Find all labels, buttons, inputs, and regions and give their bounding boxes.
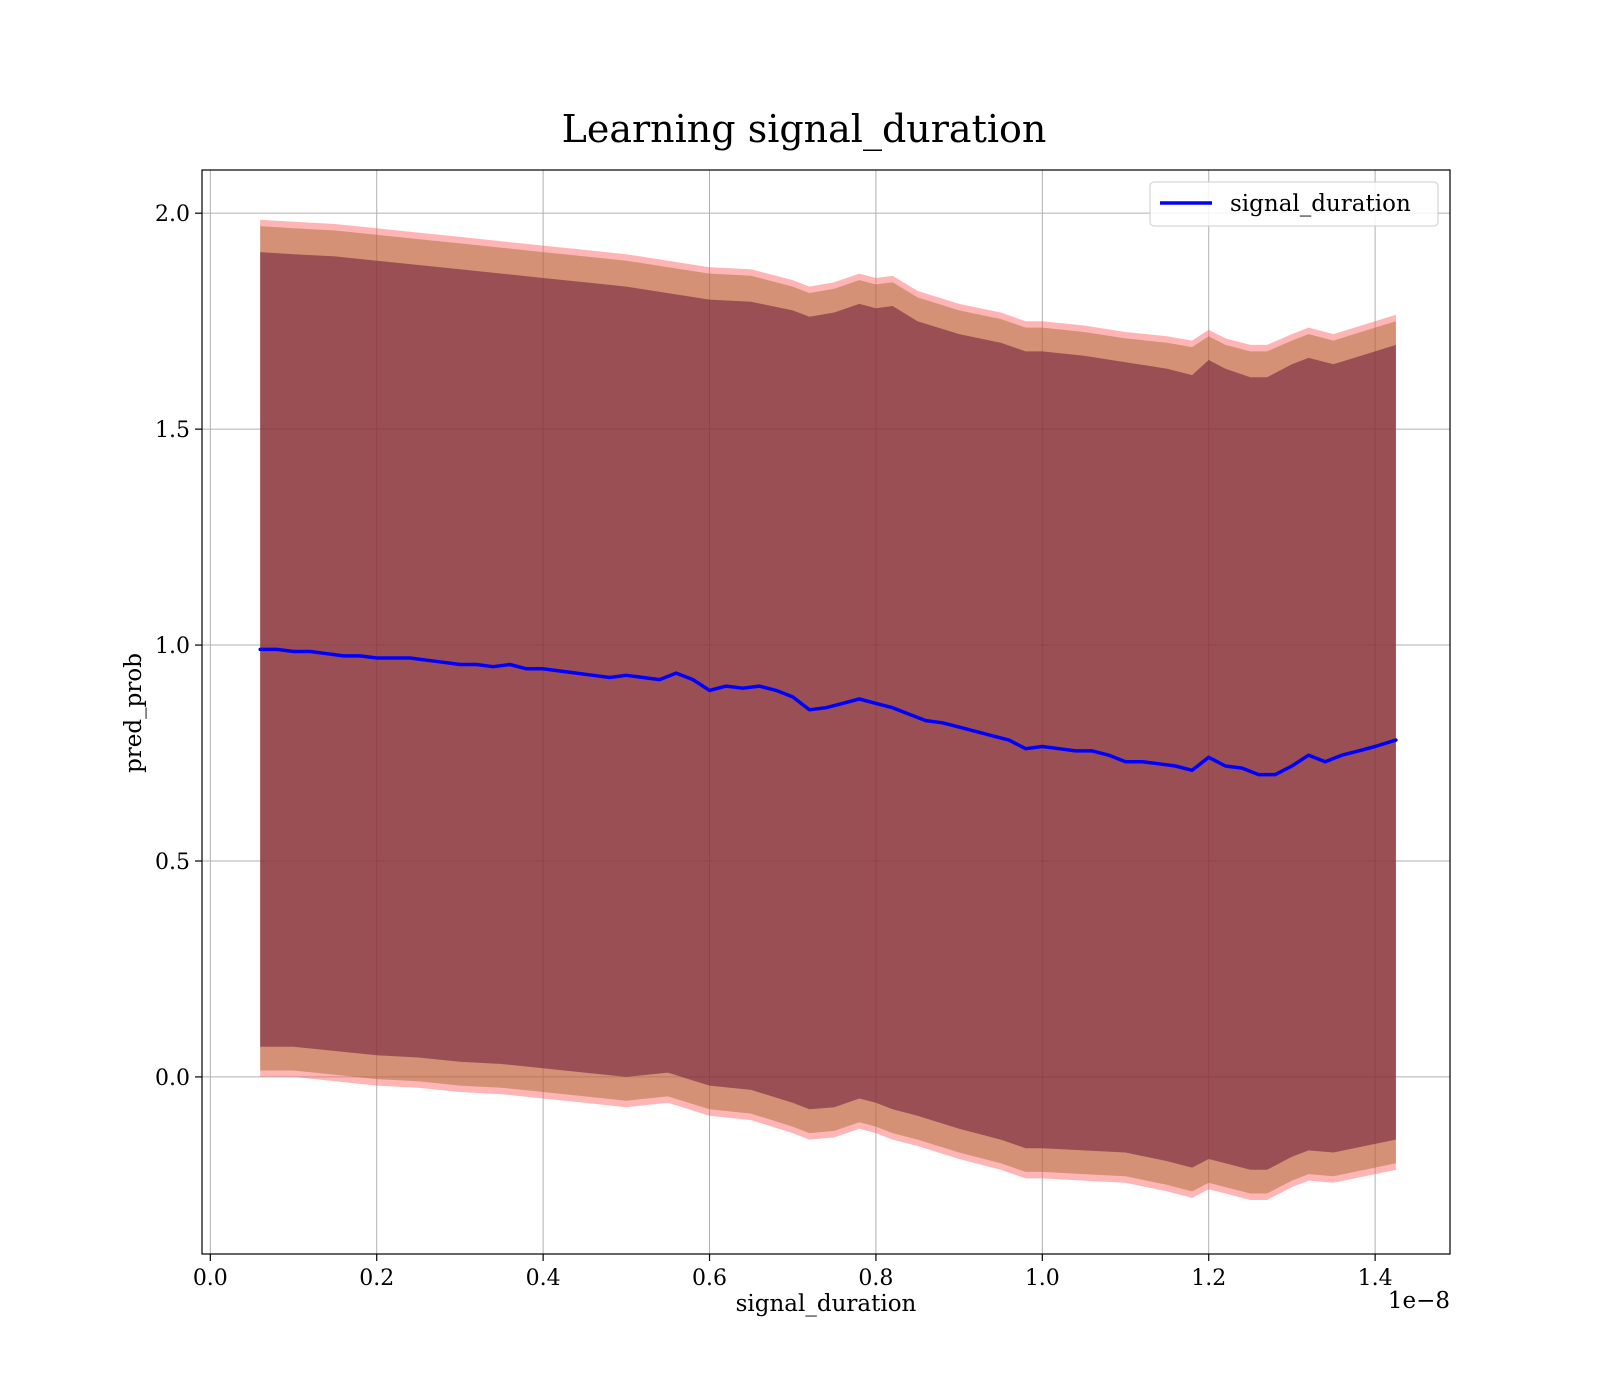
- series-lines: [258, 647, 1398, 777]
- x-tick-label: 0.4: [526, 1266, 561, 1291]
- y-tick-label: 1.5: [155, 418, 190, 443]
- legend-box: [1149, 181, 1439, 227]
- x-tick-label: 0.2: [359, 1266, 394, 1291]
- x-tick-label: 1.0: [1025, 1266, 1060, 1291]
- x-axis-ticks: 0.0 0.2 0.4 0.6 0.8 1.0 1.2 1.4: [193, 1254, 1393, 1291]
- y-tick-label: 2.0: [155, 202, 190, 227]
- x-tick-label: 0.0: [193, 1266, 228, 1291]
- x-tick-label: 1.2: [1191, 1266, 1226, 1291]
- chart-title: Learning signal_duration: [562, 107, 1047, 152]
- series-line-1: [258, 647, 1398, 777]
- x-tick-label: 1.4: [1358, 1266, 1393, 1291]
- y-axis-label: pred_prob: [121, 653, 147, 773]
- y-tick-label: 0.0: [155, 1066, 190, 1091]
- x-tick-label: 0.6: [692, 1266, 727, 1291]
- x-axis-offset-label: 1e−8: [1388, 1288, 1450, 1314]
- legend-label: signal_duration: [1230, 191, 1411, 217]
- confidence-bands: [260, 219, 1396, 1200]
- y-tick-label: 1.0: [155, 634, 190, 659]
- x-tick-label: 0.8: [858, 1266, 893, 1291]
- plot-frame: [201, 169, 1451, 1255]
- y-tick-label: 0.5: [155, 850, 190, 875]
- y-axis-ticks: 0.0 0.5 1.0 1.5 2.0: [155, 202, 202, 1091]
- confidence-band-3: [260, 252, 1396, 1170]
- x-axis-label: signal_duration: [736, 1291, 917, 1317]
- legend: signal_duration: [1149, 181, 1439, 227]
